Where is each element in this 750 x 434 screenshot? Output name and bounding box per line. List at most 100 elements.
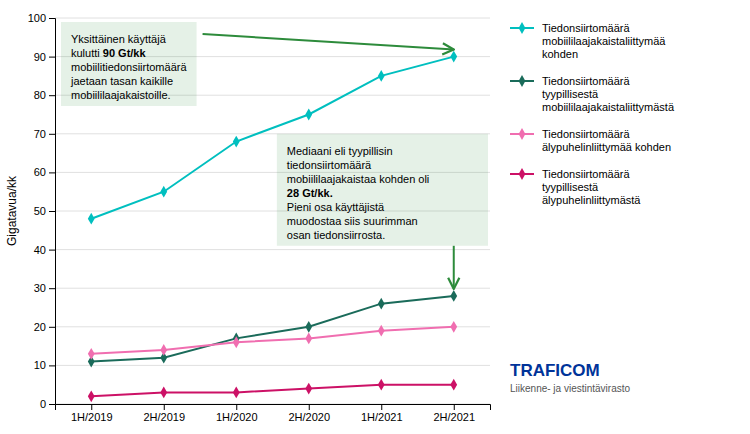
series-line (91, 385, 454, 397)
series-marker (88, 348, 95, 360)
annotation-text: jaetaan tasan kaikille (70, 75, 173, 87)
y-tick-label: 50 (34, 205, 46, 217)
annotation-arrow (203, 34, 454, 50)
y-tick-label: 0 (40, 398, 46, 410)
y-tick: 30 (34, 282, 55, 294)
y-tick-label: 40 (34, 244, 46, 256)
annotations: Yksittäinen käyttäjä kulutti 90 Gt/kk mobi… (61, 22, 488, 289)
y-tick-mark (49, 288, 55, 289)
grid-line (55, 326, 490, 327)
annotation-text: Yksittäinen käyttäjä (71, 33, 167, 45)
series-marker (450, 321, 457, 333)
legend-label: Tiedonsiirtomäärätyypillisestämobiililaa… (542, 75, 675, 113)
legend-marker (519, 168, 526, 180)
annotation-arrow (453, 246, 455, 289)
y-tick-mark (49, 211, 55, 212)
series-marker (233, 387, 240, 399)
y-tick-mark (49, 250, 55, 251)
y-axis-title: Gigatavua/kk (5, 175, 19, 246)
annotation-text: 28 Gt/kk. (287, 187, 333, 199)
grid-line (55, 249, 490, 250)
y-tick-mark (49, 172, 55, 173)
y-tick: 80 (34, 89, 55, 101)
data (88, 51, 457, 402)
x-tick-label: 2H/2019 (143, 411, 185, 423)
annotation-text: mobiililaajakaistoille. (71, 89, 171, 101)
annotation-text: mobiilitiedonsiirtomäärä (71, 61, 187, 73)
series-marker (378, 325, 385, 337)
x-tick-mark (236, 404, 237, 410)
series-line (91, 296, 454, 362)
annotation-background (61, 22, 197, 106)
series-marker (378, 70, 385, 82)
y-tick: 10 (34, 359, 55, 371)
series-line (91, 327, 454, 354)
series-marker (305, 109, 312, 121)
series-marker (88, 390, 95, 402)
y-tick: 100 (28, 12, 55, 24)
logo-subtitle: Liikenne- ja viestintävirasto (510, 383, 630, 394)
annotation-text: kulutti 90 Gt/kk (71, 47, 146, 59)
y-tick-mark (49, 327, 55, 328)
x-tick-mark (381, 404, 382, 410)
grid (55, 18, 490, 404)
series-marker (160, 186, 167, 198)
annotation-text: mobiililaajakaistaa kohden oli (287, 173, 429, 185)
y-tick-mark (49, 95, 55, 96)
chart: 1H/2019 2H/2019 1H/2020 2H/2020 1H/2021 2H/20… (0, 0, 750, 434)
annotation-bold: 90 Gt/kk (103, 47, 147, 59)
x-tick-label: 1H/2021 (361, 411, 403, 423)
legend-label: Tiedonsiirtomääräälypuhelinliittymää koh… (542, 128, 671, 153)
series (88, 321, 457, 360)
y-tick-mark (49, 134, 55, 135)
series-marker (233, 136, 240, 148)
legend-item: Tiedonsiirtomäärämobiililaajakaistaliitt… (510, 22, 666, 60)
annotation-box: Mediaani eli tyypillisintiedonsiirtomäär… (277, 134, 488, 246)
x-axis-line (56, 405, 491, 411)
annotation-text: muodostaa siis suurimman (287, 215, 418, 227)
y-axis: 0 10 20 30 40 50 60 70 80 90 100 (28, 12, 56, 410)
x-tick-label: 2H/2020 (288, 411, 330, 423)
series-marker (233, 336, 240, 348)
annotation-text: osan tiedonsiirrosta. (287, 229, 385, 241)
series (88, 51, 457, 225)
series-marker (160, 344, 167, 356)
legend-item: Tiedonsiirtomäärätyypillisestämobiililaa… (510, 75, 675, 113)
y-tick-label: 30 (34, 282, 46, 294)
x-tick: 1H/2020 (216, 404, 258, 423)
y-tick-label: 100 (28, 12, 46, 24)
legend: Tiedonsiirtomäärämobiililaajakaistaliitt… (510, 22, 675, 206)
x-tick-mark (454, 404, 455, 410)
y-tick: 20 (34, 321, 55, 333)
series-marker (450, 379, 457, 391)
series (88, 290, 457, 367)
y-tick: 40 (34, 244, 55, 256)
x-tick-label: 1H/2019 (71, 411, 113, 423)
x-tick: 2H/2020 (288, 404, 330, 423)
y-tick-label: 60 (34, 166, 46, 178)
x-axis: 1H/2019 2H/2019 1H/2020 2H/2020 1H/2021 2H/20… (56, 404, 491, 423)
x-tick-mark (309, 404, 310, 410)
y-tick-mark (49, 365, 55, 366)
annotation-background (277, 134, 488, 246)
series-marker (305, 332, 312, 344)
y-axis-line (49, 19, 56, 405)
y-tick-mark (49, 57, 55, 58)
legend-item: Tiedonsiirtomääräälypuhelinliittymää koh… (510, 128, 671, 153)
series (88, 379, 457, 402)
x-tick: 2H/2019 (143, 404, 185, 423)
y-tick: 60 (34, 166, 55, 178)
plot: 1H/2019 2H/2019 1H/2020 2H/2020 1H/2021 2H/20… (28, 12, 491, 423)
annotation-box: Yksittäinen käyttäjä kulutti 90 Gt/kk mobi… (61, 22, 197, 106)
y-tick: 90 (34, 51, 55, 63)
series-marker (160, 387, 167, 399)
legend-marker (519, 75, 526, 87)
x-tick-label: 2H/2021 (433, 411, 475, 423)
series-marker (305, 383, 312, 395)
y-tick-label: 70 (34, 128, 46, 140)
y-tick: 70 (34, 128, 55, 140)
logo-title: TRAFICOM (510, 361, 600, 380)
series-marker (305, 321, 312, 333)
legend-marker (519, 22, 526, 34)
x-tick-mark (91, 404, 92, 410)
